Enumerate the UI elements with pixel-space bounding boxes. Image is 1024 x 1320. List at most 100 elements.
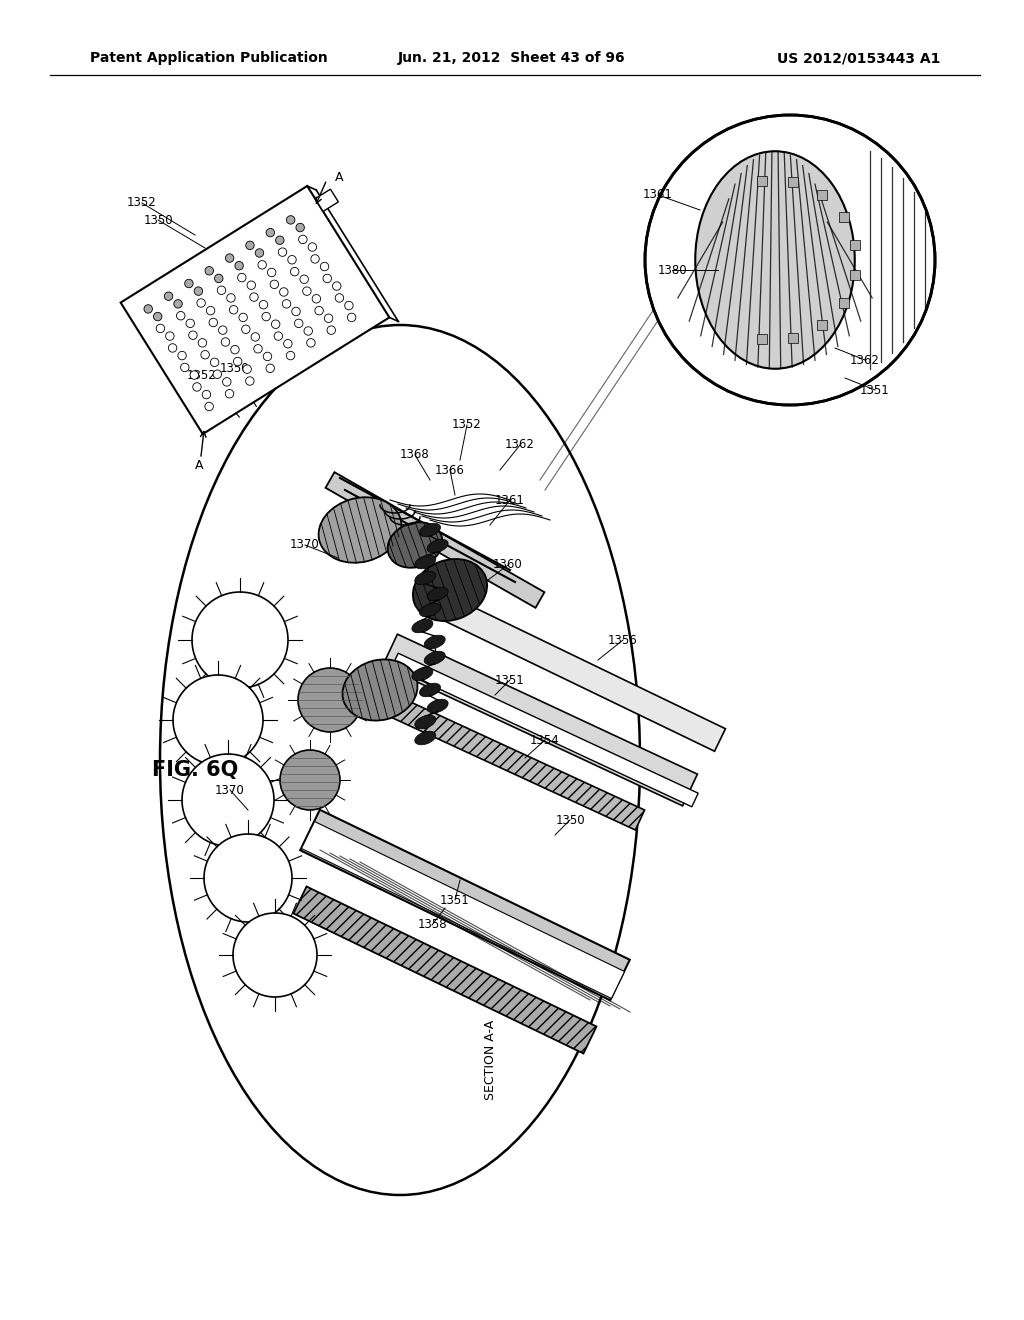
Circle shape bbox=[239, 313, 248, 322]
Circle shape bbox=[279, 248, 287, 256]
Ellipse shape bbox=[415, 731, 436, 744]
Ellipse shape bbox=[424, 651, 445, 665]
Ellipse shape bbox=[412, 619, 433, 632]
Polygon shape bbox=[294, 887, 597, 1053]
Circle shape bbox=[287, 215, 295, 224]
Text: 1368: 1368 bbox=[400, 449, 430, 462]
FancyBboxPatch shape bbox=[788, 333, 799, 343]
Circle shape bbox=[222, 378, 231, 385]
Circle shape bbox=[242, 325, 250, 334]
Circle shape bbox=[144, 305, 153, 313]
Circle shape bbox=[199, 339, 207, 347]
Text: Patent Application Publication: Patent Application Publication bbox=[90, 51, 328, 65]
Circle shape bbox=[164, 292, 173, 301]
FancyBboxPatch shape bbox=[850, 240, 860, 249]
Circle shape bbox=[201, 351, 209, 359]
Circle shape bbox=[335, 293, 344, 302]
Circle shape bbox=[275, 236, 284, 244]
Polygon shape bbox=[425, 589, 725, 751]
Text: 1350: 1350 bbox=[219, 362, 249, 375]
Text: 1351: 1351 bbox=[440, 894, 470, 907]
Circle shape bbox=[173, 675, 263, 766]
Circle shape bbox=[303, 286, 311, 296]
Circle shape bbox=[296, 223, 304, 232]
Circle shape bbox=[209, 318, 217, 327]
Ellipse shape bbox=[420, 523, 440, 537]
Ellipse shape bbox=[427, 587, 449, 601]
Ellipse shape bbox=[318, 498, 401, 562]
Circle shape bbox=[226, 293, 236, 302]
Circle shape bbox=[323, 275, 332, 282]
Text: 1362: 1362 bbox=[505, 438, 535, 451]
Ellipse shape bbox=[427, 540, 449, 553]
Circle shape bbox=[225, 253, 233, 263]
Text: FIG. 6Q: FIG. 6Q bbox=[152, 760, 239, 780]
Text: 1351: 1351 bbox=[496, 673, 525, 686]
Circle shape bbox=[295, 319, 303, 327]
FancyBboxPatch shape bbox=[839, 211, 849, 222]
Circle shape bbox=[306, 339, 315, 347]
Circle shape bbox=[184, 280, 194, 288]
Polygon shape bbox=[300, 809, 630, 1001]
Circle shape bbox=[210, 358, 219, 367]
Circle shape bbox=[314, 306, 324, 315]
Circle shape bbox=[157, 325, 165, 333]
Circle shape bbox=[225, 389, 233, 397]
Circle shape bbox=[178, 351, 186, 360]
Text: US 2012/0153443 A1: US 2012/0153443 A1 bbox=[776, 51, 940, 65]
Circle shape bbox=[645, 115, 935, 405]
Circle shape bbox=[214, 275, 223, 282]
Circle shape bbox=[300, 275, 308, 284]
Circle shape bbox=[234, 261, 244, 269]
Circle shape bbox=[258, 260, 266, 269]
Circle shape bbox=[259, 301, 267, 309]
Circle shape bbox=[202, 391, 211, 399]
Circle shape bbox=[207, 306, 215, 315]
Polygon shape bbox=[301, 821, 625, 998]
Ellipse shape bbox=[415, 556, 436, 569]
Polygon shape bbox=[376, 690, 645, 830]
Circle shape bbox=[288, 256, 296, 264]
Circle shape bbox=[255, 248, 264, 257]
Circle shape bbox=[266, 228, 274, 236]
Circle shape bbox=[312, 294, 321, 304]
Ellipse shape bbox=[420, 603, 440, 616]
Circle shape bbox=[325, 314, 333, 322]
FancyBboxPatch shape bbox=[788, 177, 799, 187]
Text: 1361: 1361 bbox=[643, 189, 673, 202]
Ellipse shape bbox=[427, 700, 449, 713]
Circle shape bbox=[174, 300, 182, 308]
Circle shape bbox=[266, 364, 274, 372]
Text: 1366: 1366 bbox=[435, 463, 465, 477]
Circle shape bbox=[180, 363, 189, 372]
Circle shape bbox=[190, 371, 199, 379]
Circle shape bbox=[186, 319, 195, 327]
FancyBboxPatch shape bbox=[757, 177, 767, 186]
Circle shape bbox=[263, 352, 271, 360]
Ellipse shape bbox=[415, 715, 436, 729]
Circle shape bbox=[193, 383, 201, 391]
Text: 1360: 1360 bbox=[494, 558, 523, 572]
Circle shape bbox=[193, 591, 288, 688]
Polygon shape bbox=[315, 189, 338, 211]
Circle shape bbox=[233, 913, 317, 997]
Circle shape bbox=[213, 370, 221, 379]
Circle shape bbox=[267, 268, 275, 277]
Circle shape bbox=[247, 281, 256, 289]
Polygon shape bbox=[383, 634, 697, 805]
Circle shape bbox=[280, 750, 340, 810]
Circle shape bbox=[246, 376, 254, 385]
Ellipse shape bbox=[412, 667, 433, 681]
Circle shape bbox=[168, 343, 177, 352]
Circle shape bbox=[283, 300, 291, 308]
Circle shape bbox=[218, 326, 227, 334]
Circle shape bbox=[321, 263, 329, 271]
Circle shape bbox=[238, 273, 246, 281]
Circle shape bbox=[217, 286, 225, 294]
Circle shape bbox=[251, 333, 259, 341]
Ellipse shape bbox=[424, 635, 445, 648]
Ellipse shape bbox=[415, 572, 436, 585]
Text: 1358: 1358 bbox=[417, 919, 446, 932]
Circle shape bbox=[280, 288, 288, 296]
Text: 1370: 1370 bbox=[290, 539, 319, 552]
